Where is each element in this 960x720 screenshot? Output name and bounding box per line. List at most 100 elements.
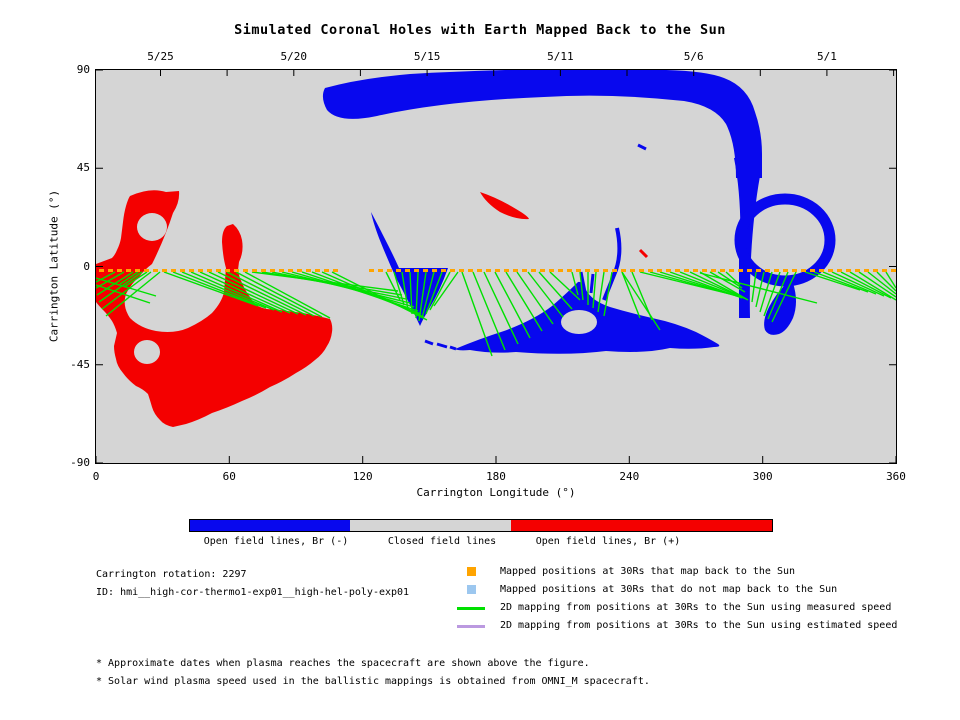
blue-top-band [322,70,762,178]
mapped-position-marker [855,269,860,272]
colorbar-segment-label: Open field lines, Br (+) [535,536,681,547]
mapped-position-marker [567,269,572,272]
mapping-line [105,271,161,317]
figure-title: Simulated Coronal Holes with Earth Mappe… [234,22,726,38]
x-tick-label: 240 [619,470,640,483]
y-tick-label: -90 [70,456,90,469]
mapping-line [759,271,773,313]
mapping-line [301,271,419,312]
legend-label: Mapped positions at 30Rs that map back t… [500,566,796,577]
mapping-line [96,271,125,289]
top-date-label: 5/25 [147,50,174,63]
mapped-position-marker [333,269,338,272]
mapping-line [226,271,315,317]
plot-svg [96,70,896,463]
mapped-position-marker [747,269,752,272]
mapping-line [433,271,459,307]
mapping-line [119,271,139,285]
mapping-line [181,271,275,311]
mapped-position-marker [621,269,626,272]
mapped-position-marker [108,269,113,272]
mapped-position-marker [243,269,248,272]
mapped-position-marker [99,269,104,272]
mapped-position-marker [783,269,788,272]
mapping-line [763,271,781,317]
mapping-line [190,271,283,313]
field-line-colorbar [189,519,773,532]
blue-central-mass [455,281,720,354]
mapped-position-marker [486,269,491,272]
mapped-position-marker [468,269,473,272]
blue-strand-2 [589,273,595,294]
mapping-line [592,271,597,309]
mapping-line [767,271,789,320]
mapped-position-marker [198,269,203,272]
mapped-position-marker [252,269,257,272]
mapped-position-marker [819,269,824,272]
mapping-line [709,271,746,293]
mapping-line [199,271,291,314]
mapped-position-marker [684,269,689,272]
mapped-position-marker [531,269,536,272]
footnotes: * Approximate dates when plasma reaches … [96,655,650,691]
blue-descending-band [734,156,762,318]
mapped-position-marker [162,269,167,272]
mapping-line [867,271,896,295]
y-tick-label: 45 [76,161,90,175]
mapped-position-marker [576,269,581,272]
mapped-position-marker [414,269,419,272]
mapping-line [244,271,331,319]
mapped-position-marker [216,269,221,272]
mapped-position-marker [801,269,806,272]
blue-ring [734,193,836,287]
mapping-line [235,271,323,318]
green-line-icon [457,607,485,610]
red-dash-center-right [638,248,649,259]
mapped-position-marker [558,269,563,272]
mapped-position-marker [846,269,851,272]
mapping-line [425,271,443,315]
orange-square-icon [467,567,476,576]
mapping-line [755,271,765,308]
mapping-line [163,271,259,307]
mapping-line [689,271,747,300]
mapped-position-marker [288,269,293,272]
blue-ribbon [602,227,622,301]
mapped-position-marker [279,269,284,272]
model-id-text: ID: hmi__high-cor-thermo1-exp01__high-he… [96,587,410,598]
mapping-line [483,271,519,345]
mapped-position-marker [702,269,707,272]
mapped-position-marker [711,269,716,272]
mapping-line [331,271,428,321]
mapping-line [418,271,427,322]
mapped-position-marker [324,269,329,272]
mapping-line [123,271,148,288]
mapping-line [858,271,896,298]
red-region-left [96,190,333,427]
mapped-position-marker [657,269,662,272]
mapping-line [885,271,896,289]
mapped-position-marker [270,269,275,272]
mapped-position-marker [540,269,545,272]
x-tick-label: 180 [486,470,506,483]
red-crescent-center [480,192,529,220]
carrington-rotation-text: Carrington rotation: 2297 [96,569,247,580]
y-tick-label: -45 [70,357,90,371]
mapping-line [415,271,419,319]
top-date-label: 5/20 [280,50,308,63]
lightblue-square-icon [467,585,476,594]
x-tick-label: 300 [752,470,773,483]
mapped-position-marker [729,269,734,272]
mapping-line [813,271,869,293]
mapping-line [421,271,435,319]
mapping-line [579,271,584,301]
y-axis-title: Carrington Latitude (°) [47,189,61,343]
mapping-line [804,271,861,291]
mapping-line [527,271,564,318]
mapped-position-marker [189,269,194,272]
mapping-line [98,271,143,303]
plot-area [95,69,897,464]
mapping-line [96,284,151,304]
mapped-position-marker [378,269,383,272]
mapped-position-marker [225,269,230,272]
